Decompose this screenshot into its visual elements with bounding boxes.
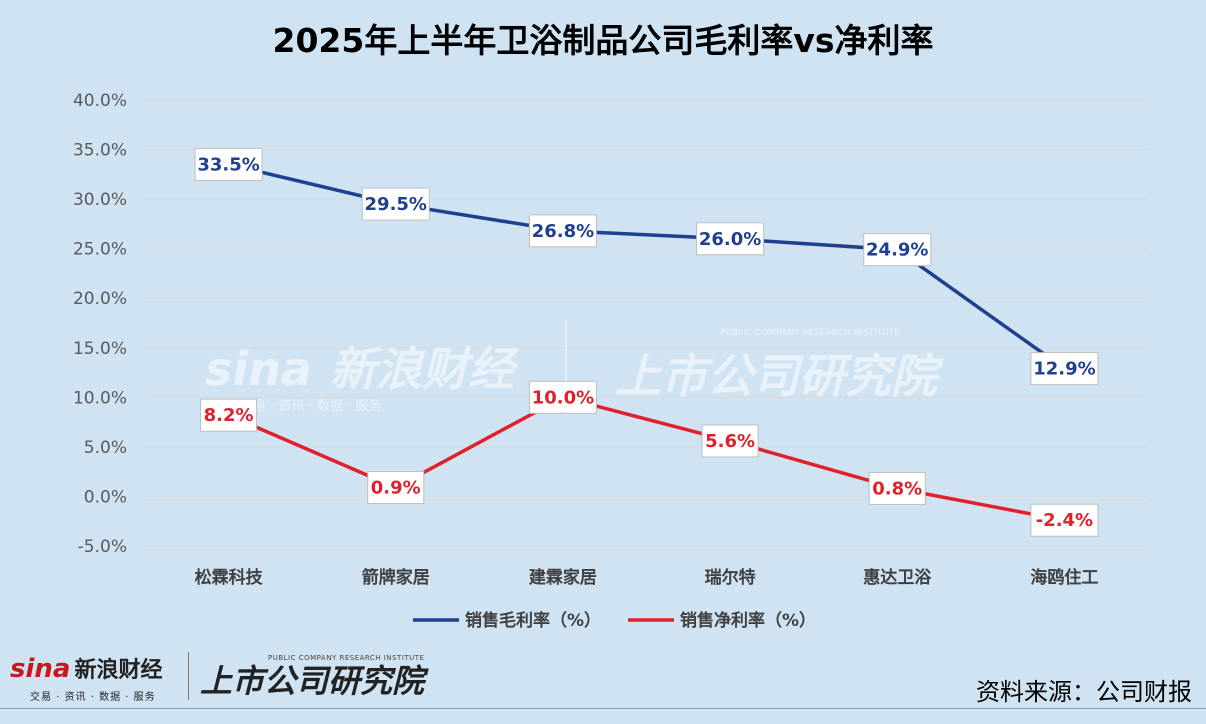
y-tick-label: 15.0% — [73, 339, 127, 359]
watermark-sina: sina — [205, 342, 312, 396]
x-axis-categories: 松霖科技 箭牌家居 建霖家居 瑞尔特 惠达卫浴 海鸥住工 — [195, 567, 1099, 588]
x-category-label: 惠达卫浴 — [863, 567, 932, 588]
data-label-box — [200, 398, 258, 432]
data-label: 12.9% — [1030, 352, 1099, 386]
series-line-1 — [227, 395, 1065, 522]
sina-logo: sina — [10, 654, 71, 684]
watermark: sina 新浪财经 交易 · 资讯 · 数据 · 服务 上市公司研究院 PUBL… — [205, 320, 944, 415]
data-label-text: 24.9% — [866, 240, 928, 261]
data-label-text: 5.6% — [705, 431, 755, 452]
data-label-box — [361, 187, 430, 221]
x-category-label: 松霖科技 — [195, 567, 264, 588]
data-label-text: 29.5% — [365, 194, 427, 215]
data-label: 24.9% — [863, 233, 932, 267]
y-axis-ticks: 40.0% 35.0% 30.0% 25.0% 20.0% 15.0% 10.0% 5.0% 0… — [73, 91, 127, 557]
legend-label: 销售毛利率（%） — [465, 610, 601, 631]
x-category-label: 瑞尔特 — [705, 567, 756, 588]
data-label-box — [868, 472, 926, 506]
x-category-label: 箭牌家居 — [362, 567, 430, 588]
data-label-text: 26.8% — [532, 221, 594, 242]
grid-lines — [145, 99, 1148, 547]
data-label: 29.5% — [361, 187, 430, 221]
y-tick-label: 20.0% — [73, 289, 127, 309]
y-tick-label: 30.0% — [73, 190, 127, 210]
data-label: 26.8% — [528, 214, 597, 248]
sina-tagline: 交易 · 资讯 · 数据 · 服务 — [30, 692, 156, 703]
sina-cn-logo: 新浪财经 — [74, 658, 163, 683]
data-label-text: 10.0% — [532, 387, 594, 408]
y-tick-label: 25.0% — [73, 240, 127, 260]
data-label-box — [194, 147, 263, 181]
y-tick-label: 10.0% — [73, 388, 127, 408]
watermark-institute-en: PUBLIC COMPANY RESEARCH INSTITUTE — [720, 328, 900, 338]
data-label: 33.5% — [194, 147, 263, 181]
logo-divider — [188, 652, 189, 700]
data-label: 5.6% — [701, 424, 759, 458]
footer-logo: sina 新浪财经 交易 · 资讯 · 数据 · 服务 上市公司研究院 PUBLI… — [10, 652, 430, 703]
series-line-0 — [228, 162, 1066, 371]
source-note: 资料来源：公司财报 — [976, 678, 1192, 706]
data-label-text: 0.8% — [872, 479, 922, 500]
legend-label: 销售净利率（%） — [680, 610, 816, 631]
y-tick-label: 35.0% — [73, 141, 127, 161]
watermark-institute-cn: 上市公司研究院 — [615, 349, 944, 403]
data-label: 0.8% — [868, 472, 926, 506]
data-label-box — [528, 380, 597, 414]
data-label: 8.2% — [200, 398, 258, 432]
data-label: 10.0% — [528, 380, 597, 414]
chart-title: 2025年上半年卫浴制品公司毛利率vs净利率 — [272, 21, 934, 60]
data-label-text: 0.9% — [371, 478, 421, 499]
x-category-label: 海鸥住工 — [1030, 567, 1098, 588]
data-label-text: -2.4% — [1036, 510, 1093, 531]
data-label-text: 8.2% — [204, 405, 254, 426]
x-category-label: 建霖家居 — [529, 567, 597, 588]
watermark-sina-cn: 新浪财经 — [330, 342, 519, 396]
bottom-divider — [0, 708, 1206, 709]
y-tick-label: 40.0% — [73, 91, 127, 111]
data-label: -2.4% — [1030, 503, 1099, 537]
institute-logo: 上市公司研究院 — [200, 662, 425, 700]
legend: 销售毛利率（%） 销售净利率（%） — [413, 610, 816, 631]
data-label-box — [1030, 352, 1099, 386]
data-label-text: 12.9% — [1033, 359, 1095, 380]
y-tick-label: 5.0% — [84, 438, 127, 458]
data-label: 0.9% — [367, 471, 425, 505]
y-tick-label: 0.0% — [84, 487, 127, 507]
watermark-sina-sub: 交易 · 资讯 · 数据 · 服务 — [240, 398, 381, 414]
data-label-box — [1030, 503, 1099, 537]
data-label: 26.0% — [696, 222, 765, 256]
data-label-box — [528, 214, 597, 248]
y-tick-label: -5.0% — [78, 537, 127, 557]
data-label-text: 26.0% — [699, 229, 761, 250]
data-label-text: 33.5% — [197, 154, 259, 175]
data-label-box — [863, 233, 932, 267]
data-label-box — [696, 222, 765, 256]
data-label-box — [367, 471, 425, 505]
data-labels: 33.5% 29.5% 26.8% 26.0% 24.9% 12.9% 8.2% 0.9% 10… — [194, 147, 1099, 537]
data-label-box — [701, 424, 759, 458]
institute-logo-en: PUBLIC COMPANY RESEARCH INSTITUTE — [268, 654, 425, 662]
